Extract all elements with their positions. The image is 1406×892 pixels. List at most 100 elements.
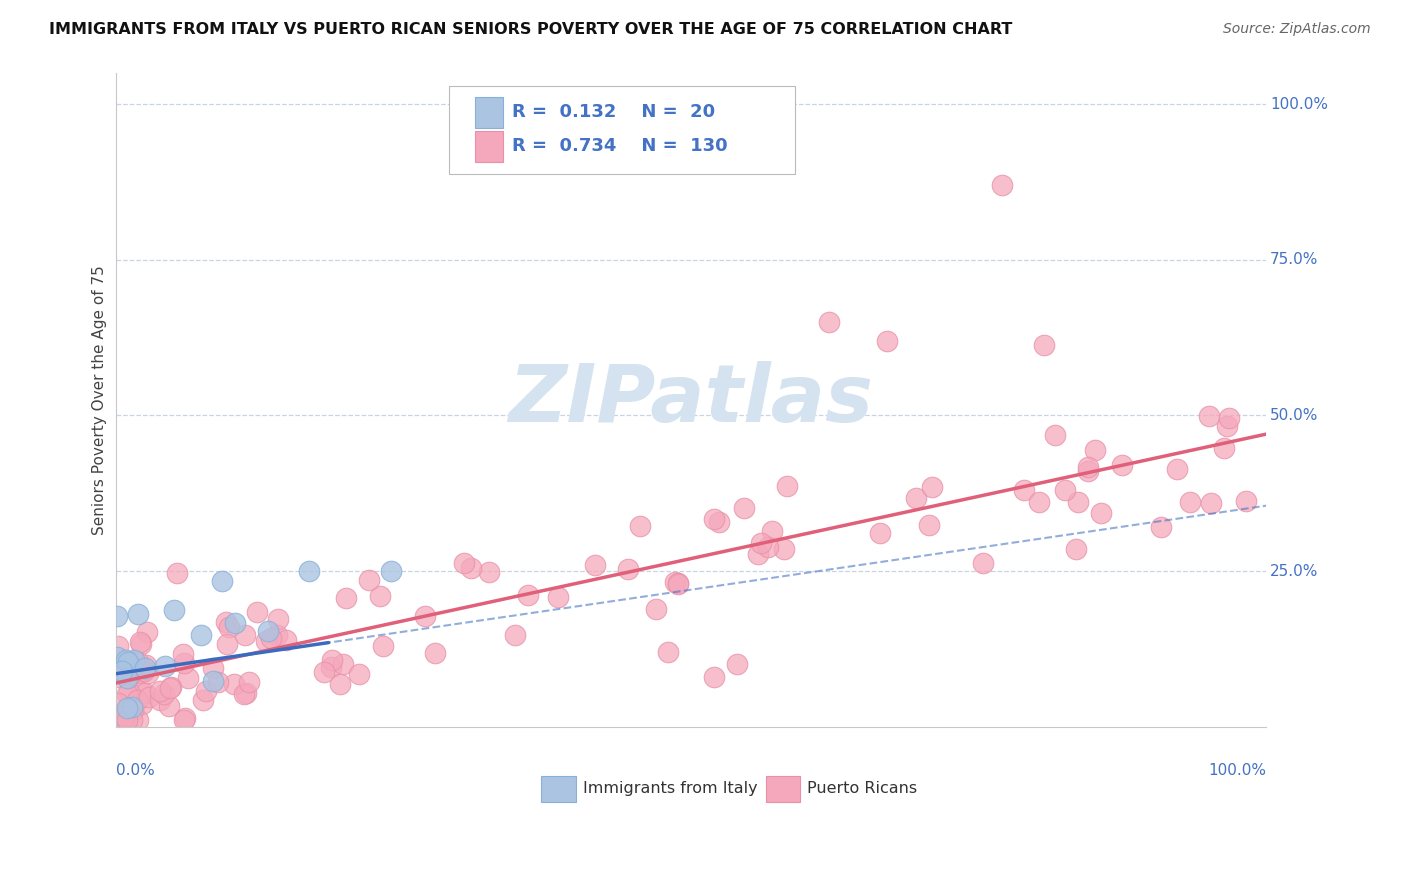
Point [869, 526, 891, 541]
Point [918, 518, 941, 533]
Point [761, 524, 783, 538]
Point [368, 589, 391, 603]
Point [127, 693, 149, 707]
Point [104, 670, 127, 684]
Point [1077, 460, 1099, 475]
Text: 25.0%: 25.0% [1270, 564, 1319, 579]
Point [160, 681, 183, 695]
Point [1199, 496, 1222, 510]
FancyBboxPatch shape [541, 776, 576, 802]
Point [664, 575, 686, 590]
Point [159, 681, 181, 696]
Point [1028, 495, 1050, 509]
Point [818, 315, 841, 329]
FancyBboxPatch shape [450, 86, 794, 174]
Point [195, 683, 218, 698]
Point [904, 491, 927, 506]
Point [235, 685, 257, 699]
Point [1198, 409, 1220, 424]
Point [215, 615, 238, 629]
Point [758, 540, 780, 554]
Point [201, 674, 224, 689]
Text: ZIPatlas: ZIPatlas [509, 361, 873, 439]
Text: 100.0%: 100.0% [1209, 763, 1267, 778]
Point [224, 615, 246, 630]
Point [266, 628, 288, 642]
Point [131, 637, 153, 651]
FancyBboxPatch shape [475, 130, 503, 161]
Point [215, 637, 238, 651]
Point [1180, 495, 1202, 509]
Point [115, 688, 138, 702]
Point [1150, 519, 1173, 533]
Point [207, 674, 229, 689]
Point [117, 685, 139, 699]
Point [1033, 337, 1056, 351]
Point [703, 670, 725, 684]
Point [128, 665, 150, 680]
Point [105, 608, 128, 623]
Point [148, 692, 170, 706]
Point [298, 564, 321, 578]
Text: Immigrants from Italy: Immigrants from Italy [583, 780, 758, 796]
Point [112, 714, 135, 728]
Point [114, 714, 136, 728]
Point [218, 620, 240, 634]
Point [238, 675, 260, 690]
Point [921, 480, 943, 494]
Point [703, 511, 725, 525]
Point [112, 709, 135, 723]
FancyBboxPatch shape [766, 776, 800, 802]
Point [1111, 458, 1133, 472]
Point [211, 574, 233, 589]
Point [747, 547, 769, 561]
Point [117, 655, 139, 669]
Point [155, 658, 177, 673]
Point [127, 714, 149, 728]
Point [547, 590, 569, 604]
Point [107, 696, 129, 710]
Point [876, 334, 898, 348]
Point [617, 562, 640, 576]
Point [114, 653, 136, 667]
Point [127, 607, 149, 622]
Point [134, 686, 156, 700]
Point [174, 711, 197, 725]
Point [751, 535, 773, 549]
Point [972, 556, 994, 570]
Point [191, 693, 214, 707]
Point [335, 591, 357, 606]
Point [1090, 506, 1112, 520]
Point [246, 605, 269, 619]
Point [1213, 441, 1236, 455]
Point [329, 677, 352, 691]
Point [104, 714, 127, 728]
Point [725, 657, 748, 672]
Point [1064, 542, 1087, 557]
Point [190, 628, 212, 642]
Text: 50.0%: 50.0% [1270, 408, 1319, 423]
Point [132, 664, 155, 678]
Point [115, 714, 138, 728]
Point [105, 657, 128, 672]
Point [121, 714, 143, 728]
Point [153, 687, 176, 701]
Point [115, 700, 138, 714]
Point [1043, 428, 1066, 442]
Point [136, 625, 159, 640]
Point [453, 557, 475, 571]
Point [332, 657, 354, 672]
Point [134, 661, 156, 675]
Point [233, 687, 256, 701]
Point [645, 602, 668, 616]
Point [172, 648, 194, 662]
Point [415, 608, 437, 623]
Text: Puerto Ricans: Puerto Ricans [807, 780, 918, 796]
Text: Source: ZipAtlas.com: Source: ZipAtlas.com [1223, 22, 1371, 37]
Point [125, 664, 148, 678]
Text: 75.0%: 75.0% [1270, 252, 1319, 268]
Point [117, 671, 139, 685]
Point [709, 515, 731, 529]
Point [173, 714, 195, 728]
Point [122, 703, 145, 717]
